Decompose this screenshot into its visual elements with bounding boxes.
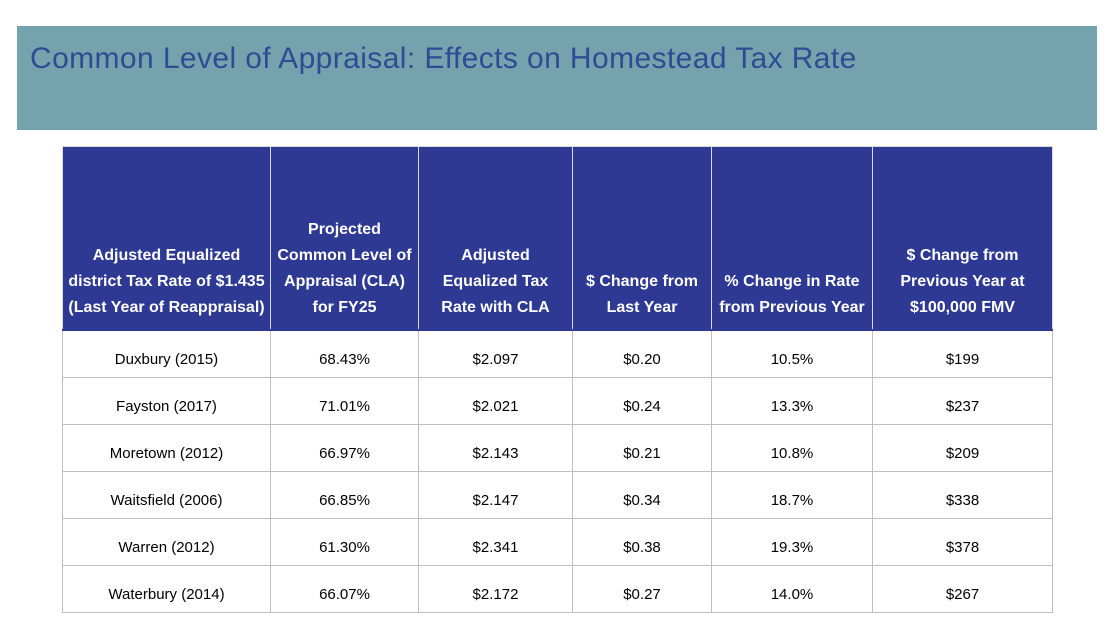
table-cell: $2.341 [418,518,573,566]
table-row: Warren (2012) 61.30% $2.341 $0.38 19.3% $378 [62,518,1053,566]
table-cell: $267 [872,565,1053,613]
table-row: Fayston (2017) 71.01% $2.021 $0.24 13.3% $237 [62,377,1053,425]
table-cell: 66.07% [270,565,419,613]
table-cell: 66.85% [270,471,419,519]
table-cell: 18.7% [711,471,873,519]
table-cell: $0.24 [572,377,712,425]
table-cell: 19.3% [711,518,873,566]
title-banner: Common Level of Appraisal: Effects on Ho… [17,26,1097,130]
page-title: Common Level of Appraisal: Effects on Ho… [30,42,857,75]
table-body: Duxbury (2015) 68.43% $2.097 $0.20 10.5% $199… [62,329,1053,613]
table-cell: $0.38 [572,518,712,566]
table-cell: $2.147 [418,471,573,519]
table-cell: $199 [872,329,1053,378]
table-cell: 68.43% [270,329,419,378]
table-cell: 61.30% [270,518,419,566]
table-cell: 10.8% [711,424,873,472]
table-cell: 10.5% [711,329,873,378]
table-cell: Duxbury (2015) [62,329,271,378]
table-row: Moretown (2012) 66.97% $2.143 $0.21 10.8% $20… [62,424,1053,472]
col-header-dollar-change-from-last-year: $ Change from Last Year [572,146,712,331]
table-row: Waterbury (2014) 66.07% $2.172 $0.27 14.0% $2… [62,565,1053,613]
table-cell: $237 [872,377,1053,425]
col-header-dollar-change-at-100k-fmv: $ Change from Previous Year at $100,000 … [872,146,1053,331]
col-header-adjusted-equalized-district-tax-rate: Adjusted Equalized district Tax Rate of … [62,146,271,331]
table-cell: $2.172 [418,565,573,613]
table-header-row: Adjusted Equalized district Tax Rate of … [62,146,1053,331]
table-header: Adjusted Equalized district Tax Rate of … [62,146,1053,331]
table-cell: $0.21 [572,424,712,472]
table-cell: $2.021 [418,377,573,425]
table-row: Waitsfield (2006) 66.85% $2.147 $0.34 18.7% $… [62,471,1053,519]
table-row: Duxbury (2015) 68.43% $2.097 $0.20 10.5% $199 [62,329,1053,378]
table-cell: $2.097 [418,329,573,378]
table-cell: $2.143 [418,424,573,472]
table-cell: $0.27 [572,565,712,613]
col-header-percent-change-in-rate: % Change in Rate from Previous Year [711,146,873,331]
col-header-projected-cla-fy25: Projected Common Level of Appraisal (CLA… [270,146,419,331]
table-cell: Fayston (2017) [62,377,271,425]
table-cell: Waterbury (2014) [62,565,271,613]
table-cell: 71.01% [270,377,419,425]
table-cell: 14.0% [711,565,873,613]
table-cell: Waitsfield (2006) [62,471,271,519]
table-cell: $338 [872,471,1053,519]
table-cell: $0.20 [572,329,712,378]
table-cell: Warren (2012) [62,518,271,566]
cla-table-wrap: Adjusted Equalized district Tax Rate of … [62,146,1053,613]
table-cell: 13.3% [711,377,873,425]
col-header-adjusted-equalized-rate-with-cla: Adjusted Equalized Tax Rate with CLA [418,146,573,331]
table-cell: 66.97% [270,424,419,472]
table-cell: Moretown (2012) [62,424,271,472]
table-cell: $378 [872,518,1053,566]
cla-effects-table: Adjusted Equalized district Tax Rate of … [62,146,1053,613]
table-cell: $0.34 [572,471,712,519]
table-cell: $209 [872,424,1053,472]
